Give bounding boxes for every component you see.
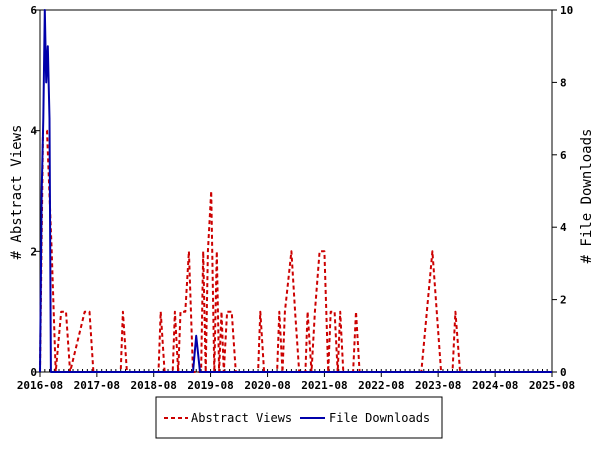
x-axis: 2016-08 2017-08 2018-08 2019-08 2020-08 2021-… <box>17 369 575 392</box>
y-right-tick-label: 8 <box>560 76 567 89</box>
y-right-tick-label: 10 <box>560 4 573 17</box>
x-tick-label: 2025-08 <box>529 379 575 392</box>
legend-box <box>155 396 443 439</box>
legend-label-file-downloads: File Downloads <box>329 411 430 425</box>
plot-frame <box>39 9 553 373</box>
x-tick-label: 2021-08 <box>301 379 347 392</box>
y-left-tick-label: 2 <box>30 245 37 258</box>
x-tick-label: 2020-08 <box>244 379 290 392</box>
x-tick-label: 2023-08 <box>415 379 461 392</box>
y-right-tick-label: 6 <box>560 149 567 162</box>
legend: Abstract Views File Downloads <box>155 396 443 439</box>
x-tick-label: 2018-08 <box>131 379 177 392</box>
y-right-tick-label: 4 <box>560 221 567 234</box>
series-layer <box>39 9 552 373</box>
x-tick-label: 2017-08 <box>74 379 120 392</box>
y-left-axis: 0 2 4 6 <box>30 4 40 379</box>
series-line-abstract-views <box>39 129 552 373</box>
y-right-tick-label: 2 <box>560 294 567 307</box>
y-right-tick-label: 0 <box>560 366 567 379</box>
y-left-tick-label: 6 <box>30 4 37 17</box>
y-left-tick-label: 0 <box>30 366 37 379</box>
x-tick-label: 2019-08 <box>187 379 233 392</box>
y-left-tick-label: 4 <box>30 125 37 138</box>
y-right-axis: 0 2 4 6 8 10 <box>552 4 573 379</box>
x-tick-label: 2016-08 <box>17 379 63 392</box>
legend-label-abstract-views: Abstract Views <box>191 411 292 425</box>
x-tick-label: 2022-08 <box>358 379 404 392</box>
series-line-file-downloads <box>39 9 552 373</box>
plot-area <box>39 9 553 373</box>
y-left-axis-title: # Abstract Views <box>9 125 25 260</box>
x-tick-label: 2024-08 <box>472 379 518 392</box>
y-right-axis-title: # File Downloads <box>579 129 595 264</box>
